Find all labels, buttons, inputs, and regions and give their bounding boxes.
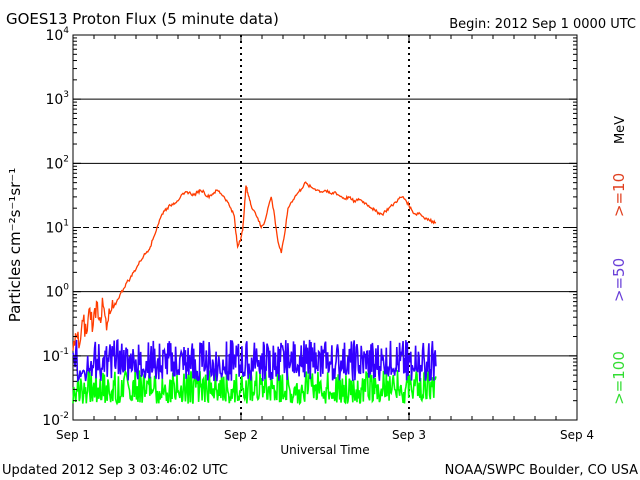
legend-ge100: >=100	[610, 351, 628, 405]
source-credit: NOAA/SWPC Boulder, CO USA	[445, 463, 638, 478]
series-layer	[72, 181, 437, 406]
series-ge10-line	[72, 181, 437, 351]
begin-time: Begin: 2012 Sep 1 0000 UTC	[449, 17, 636, 32]
legend-ge10: >=10	[610, 173, 628, 217]
y-tick-label: 102	[45, 154, 69, 172]
y-tick-label: 104	[45, 26, 69, 44]
series-ge100-line	[72, 368, 437, 406]
x-tick-label: Sep 1	[56, 428, 90, 442]
axis-layer: 10-2 10-1 100 101 102 103 104 Sep 1 Sep 2 Sep 3 Se…	[42, 26, 594, 442]
x-axis-label: Universal Time	[280, 443, 369, 457]
legend-ge50: >=50	[610, 258, 628, 302]
y-tick-label: 100	[45, 283, 69, 301]
y-tick-label: 10-2	[42, 411, 69, 429]
series-ge50-line	[72, 338, 437, 383]
x-tick-label: Sep 3	[392, 428, 426, 442]
y-tick-label: 101	[45, 219, 69, 237]
x-tick-label: Sep 2	[224, 428, 258, 442]
x-tick-label: Sep 4	[560, 428, 594, 442]
y-axis-label: Particles cm⁻²s⁻¹sr⁻¹	[6, 168, 24, 322]
grid-lines	[73, 35, 577, 420]
chart-title: GOES13 Proton Flux (5 minute data)	[6, 10, 279, 28]
y-tick-label: 103	[45, 90, 69, 108]
updated-time: Updated 2012 Sep 3 03:46:02 UTC	[2, 463, 228, 478]
unit-label: MeV	[613, 116, 628, 144]
y-tick-label: 10-1	[42, 347, 69, 365]
